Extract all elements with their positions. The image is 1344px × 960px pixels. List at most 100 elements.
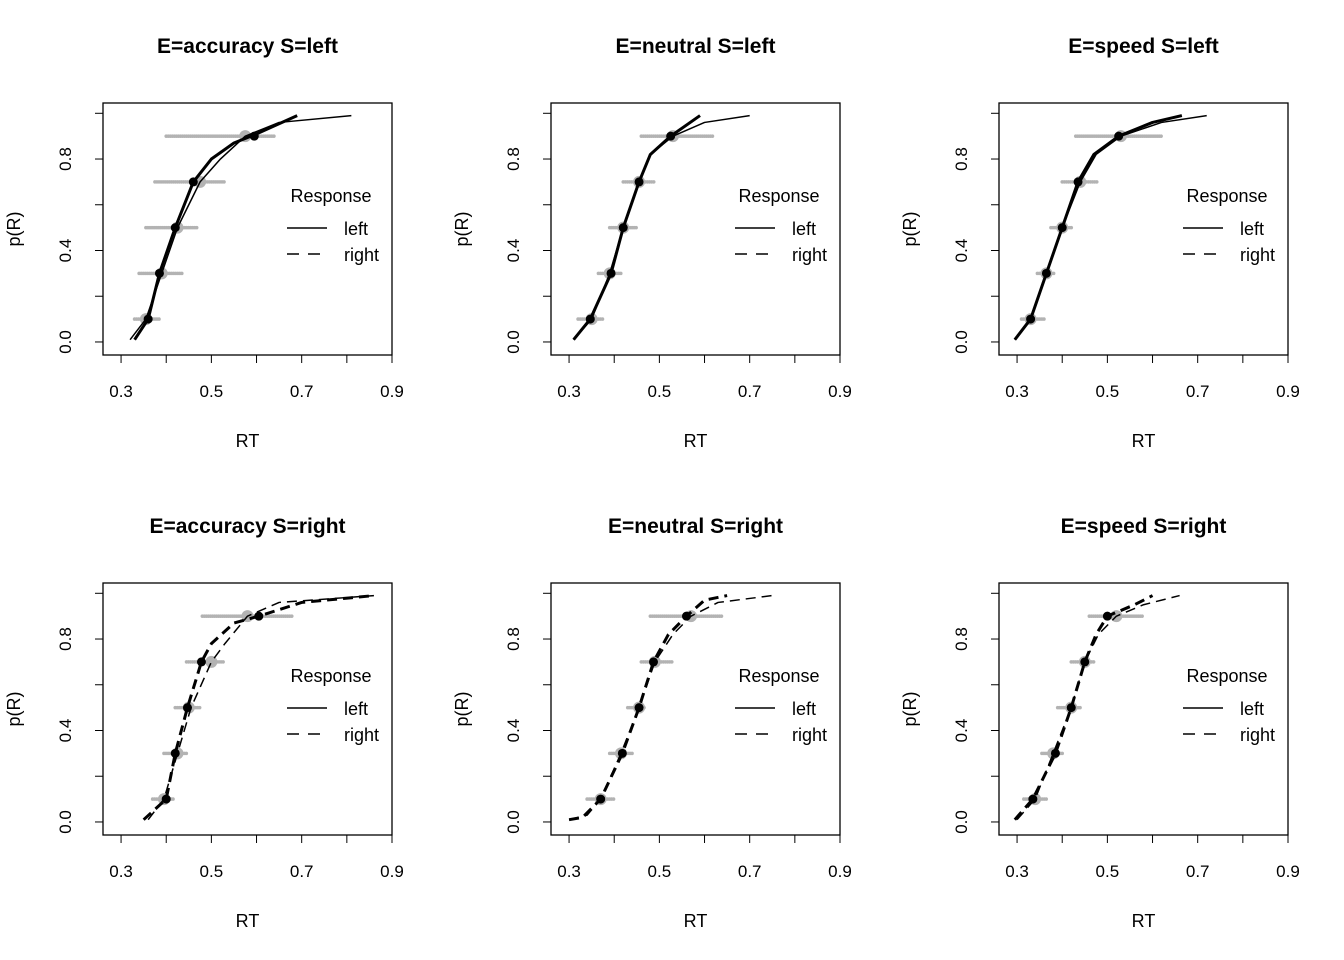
y-axis-label: p(R) (900, 692, 920, 727)
x-tick-label: 0.7 (290, 382, 314, 401)
simulated-quantile-point (719, 614, 724, 618)
y-tick-label: 0.8 (952, 627, 971, 651)
observed-quantile-point (249, 131, 259, 141)
observed-quantile-point (182, 703, 192, 713)
observed-quantile-point (649, 657, 659, 667)
panel-title: E=neutral S=right (608, 515, 783, 538)
x-tick-label: 0.3 (109, 862, 133, 881)
simulated-quantile-point (1094, 180, 1099, 184)
observed-quantile-point (1066, 703, 1076, 713)
legend: Response left right (735, 666, 827, 745)
legend-title: Response (290, 186, 371, 206)
simulated-quantile-point (1078, 705, 1082, 710)
legend-label-right: right (1240, 245, 1275, 265)
observed-cdf-line (572, 114, 701, 341)
predicted-quantile-point (205, 655, 218, 668)
x-axis-label: RT (236, 911, 260, 931)
y-axis-label: p(R) (4, 692, 24, 727)
simulated-quantile-point (710, 134, 715, 138)
legend: Response left right (1183, 666, 1275, 745)
x-tick-label: 0.3 (557, 382, 581, 401)
legend-title: Response (738, 186, 819, 206)
x-tick-label: 0.3 (1005, 862, 1029, 881)
observed-quantile-point (170, 223, 180, 233)
x-tick-label: 0.3 (1005, 382, 1029, 401)
y-tick-label: 0.8 (504, 627, 523, 651)
legend-title: Response (290, 666, 371, 686)
observed-cdf-line (568, 594, 728, 822)
x-tick-label: 0.5 (648, 862, 672, 881)
y-axis-label: p(R) (452, 692, 472, 727)
observed-quantile-point (1026, 314, 1036, 324)
observed-quantile-point (154, 268, 164, 278)
panel-title: E=accuracy S=right (149, 515, 345, 538)
x-tick-label: 0.5 (200, 862, 224, 881)
predicted-cdf-line (1016, 594, 1180, 821)
observed-quantile-point (161, 794, 171, 804)
y-tick-label: 0.8 (56, 627, 75, 651)
panel-1: E=accuracy S=left 0.3 0.5 0.7 0.9 0.0 0.4 0.8 RT… (4, 35, 404, 451)
observed-quantile-point (1114, 131, 1124, 141)
x-tick-label: 0.5 (648, 382, 672, 401)
observed-quantile-point (1057, 223, 1067, 233)
y-axis-label: p(R) (4, 212, 24, 247)
legend-label-right: right (1240, 725, 1275, 745)
simulated-quantile-point (222, 180, 226, 184)
legend: Response left right (735, 186, 827, 265)
y-tick-label: 0.0 (504, 330, 523, 354)
simulated-quantile-point (630, 751, 634, 756)
legend-label-left: left (792, 219, 816, 239)
panel-6: E=speed S=right 0.3 0.5 0.7 0.9 0.0 0.4 0.8 RT p(… (900, 515, 1300, 931)
simulated-quantile-point (171, 797, 175, 801)
observed-quantile-point (596, 794, 606, 804)
observed-quantile-point (1073, 177, 1083, 187)
simulated-quantile-point (1140, 614, 1144, 618)
plot-frame (550, 102, 841, 356)
simulated-quantile-point (1044, 797, 1048, 801)
panel-title: E=neutral S=left (616, 35, 776, 58)
panel-title: E=speed S=right (1061, 515, 1227, 538)
simulated-quantile-point (1042, 317, 1046, 321)
x-axis-label: RT (684, 911, 708, 931)
y-tick-label: 0.4 (504, 719, 523, 743)
y-tick-label: 0.4 (56, 719, 75, 743)
x-axis-label: RT (236, 431, 260, 451)
y-tick-label: 0.0 (504, 810, 523, 834)
legend-label-left: left (344, 219, 368, 239)
simulated-quantile-point (221, 660, 225, 664)
observed-cdf-line (1013, 594, 1154, 821)
legend-title: Response (738, 666, 819, 686)
x-tick-label: 0.5 (200, 382, 224, 401)
panel-title: E=speed S=left (1068, 35, 1219, 58)
observed-quantile-point (666, 131, 676, 141)
y-tick-label: 0.0 (952, 810, 971, 834)
legend-label-right: right (792, 725, 827, 745)
observed-quantile-point (1102, 611, 1112, 621)
x-tick-label: 0.3 (557, 862, 581, 881)
observed-quantile-point (188, 177, 198, 187)
observed-quantile-point (1041, 268, 1051, 278)
x-tick-label: 0.9 (1276, 382, 1300, 401)
x-axis-label: RT (1132, 911, 1156, 931)
predicted-cdf-line (573, 114, 750, 341)
simulated-quantile-point (634, 225, 638, 230)
simulated-quantile-point (600, 317, 605, 321)
x-tick-label: 0.9 (380, 862, 404, 881)
x-tick-label: 0.9 (828, 382, 852, 401)
x-axis-label: RT (1132, 431, 1156, 451)
plot-frame (550, 582, 841, 836)
x-tick-label: 0.7 (1186, 862, 1210, 881)
legend: Response left right (1183, 186, 1275, 265)
x-axis-label: RT (684, 431, 708, 451)
legend: Response left right (287, 666, 379, 745)
observed-quantile-point (681, 611, 691, 621)
simulated-quantile-point (669, 660, 674, 664)
y-tick-label: 0.4 (56, 239, 75, 263)
legend-label-right: right (344, 725, 379, 745)
observed-cdf-line (142, 594, 375, 821)
simulated-quantile-point (157, 317, 161, 321)
observed-quantile-point (606, 268, 616, 278)
legend-label-right: right (344, 245, 379, 265)
predicted-cdf-line (147, 594, 374, 821)
simulated-quantile-point (197, 705, 202, 710)
